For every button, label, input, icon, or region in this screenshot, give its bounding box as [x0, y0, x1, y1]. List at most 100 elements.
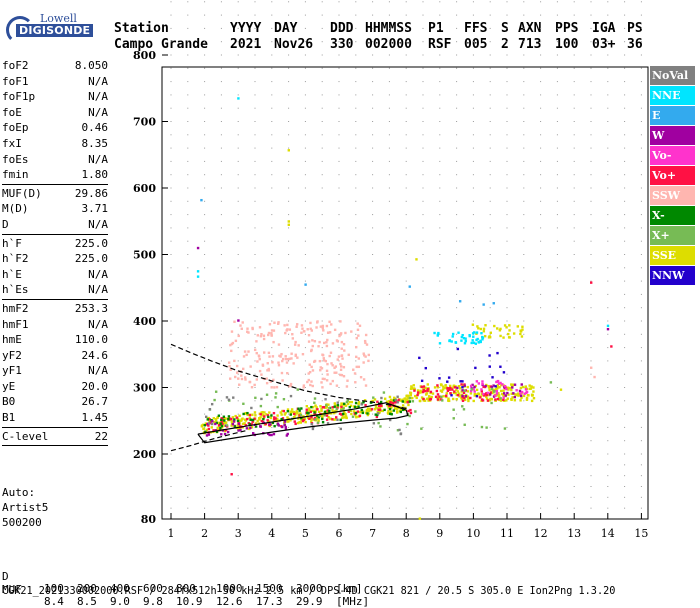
echo-point — [301, 419, 305, 423]
echo-point — [488, 354, 491, 357]
grid-dot — [372, 94, 374, 96]
grid-dot — [271, 27, 273, 29]
grid-dot — [607, 267, 609, 269]
grid-dot — [372, 54, 374, 56]
grid-dot — [271, 107, 273, 109]
grid-dot — [388, 187, 390, 189]
grid-dot — [304, 496, 306, 498]
grid-dot — [355, 200, 357, 202]
echo-point — [364, 333, 368, 337]
echo-point — [310, 380, 313, 383]
echo-point — [237, 422, 241, 426]
grid-dot — [405, 1, 407, 3]
echo-point — [251, 326, 254, 330]
grid-dot — [170, 347, 172, 349]
echo-point — [326, 409, 330, 412]
echo-point — [524, 388, 528, 391]
echo-point — [425, 397, 429, 401]
grid-dot — [439, 293, 441, 295]
x-tick-label: 9 — [436, 527, 443, 540]
echo-point — [292, 416, 296, 419]
echo-point — [244, 378, 247, 381]
echo-point — [482, 303, 485, 306]
echo-point — [409, 393, 412, 397]
grid-dot — [573, 174, 575, 176]
echo-point — [299, 413, 303, 417]
echo-point — [238, 383, 241, 386]
echo-point — [416, 389, 420, 392]
grid-dot — [220, 400, 222, 402]
grid-dot — [170, 293, 172, 295]
grid-dot — [506, 413, 508, 415]
echo-point — [318, 414, 321, 418]
grid-dot — [170, 1, 172, 3]
grid-dot — [338, 267, 340, 269]
grid-dot — [321, 507, 323, 509]
grid-dot — [355, 54, 357, 56]
hdr-value-yyyy: 2021 — [230, 37, 262, 52]
grid-dot — [489, 227, 491, 229]
grid-dot — [422, 360, 424, 362]
echo-point — [283, 423, 286, 426]
echo-point — [464, 337, 467, 340]
grid-dot — [204, 475, 206, 477]
echo-point — [484, 324, 487, 327]
grid-dot — [288, 27, 290, 29]
echo-point — [481, 338, 484, 341]
echo-point — [389, 398, 393, 402]
footer-file-info: CGK21_2021330002000.RSF / 284fx512h 50 k… — [2, 586, 616, 597]
echo-point — [458, 300, 462, 303]
echo-point — [434, 395, 438, 399]
grid-dot — [220, 174, 222, 176]
grid-dot — [506, 227, 508, 229]
grid-dot — [405, 227, 407, 229]
echo-point — [426, 383, 429, 386]
grid-dot — [288, 107, 290, 109]
grid-dot — [489, 307, 491, 309]
grid-dot — [640, 121, 642, 122]
echo-point — [480, 388, 483, 391]
grid-dot — [304, 293, 306, 295]
echo-point — [338, 412, 342, 415]
grid-dot — [422, 373, 424, 375]
grid-dot — [489, 94, 491, 96]
echo-point — [258, 357, 261, 361]
echo-point — [277, 424, 281, 427]
grid-dot — [187, 81, 189, 83]
echo-point — [311, 369, 315, 372]
grid-dot — [237, 67, 239, 69]
echo-point — [409, 391, 412, 394]
echo-point — [431, 392, 435, 395]
grid-dot — [372, 41, 374, 43]
echo-point — [445, 392, 448, 395]
echo-point — [341, 357, 344, 360]
echo-point — [260, 397, 263, 401]
grid-dot — [355, 121, 357, 122]
echo-point — [220, 433, 223, 436]
echo-point — [325, 406, 328, 409]
grid-dot — [321, 240, 323, 242]
grid-dot — [271, 360, 273, 362]
echo-point — [244, 412, 247, 415]
grid-dot — [372, 293, 374, 295]
echo-point — [502, 392, 506, 395]
grid-dot — [220, 267, 222, 269]
echo-point — [314, 418, 317, 421]
grid-dot — [304, 440, 306, 442]
echo-point — [459, 387, 462, 390]
echo-point — [213, 398, 216, 402]
echo-point — [331, 406, 334, 409]
echo-point — [453, 386, 457, 389]
echo-point — [457, 392, 461, 395]
echo-point — [227, 398, 231, 401]
echo-point — [515, 393, 518, 397]
grid-dot — [372, 227, 374, 229]
grid-dot — [540, 67, 542, 69]
echo-point — [266, 362, 269, 365]
grid-dot — [254, 293, 256, 295]
grid-dot — [288, 413, 290, 415]
echo-point — [305, 405, 309, 408]
echo-point — [424, 389, 427, 393]
echo-point — [238, 414, 241, 418]
grid-dot — [204, 426, 206, 428]
